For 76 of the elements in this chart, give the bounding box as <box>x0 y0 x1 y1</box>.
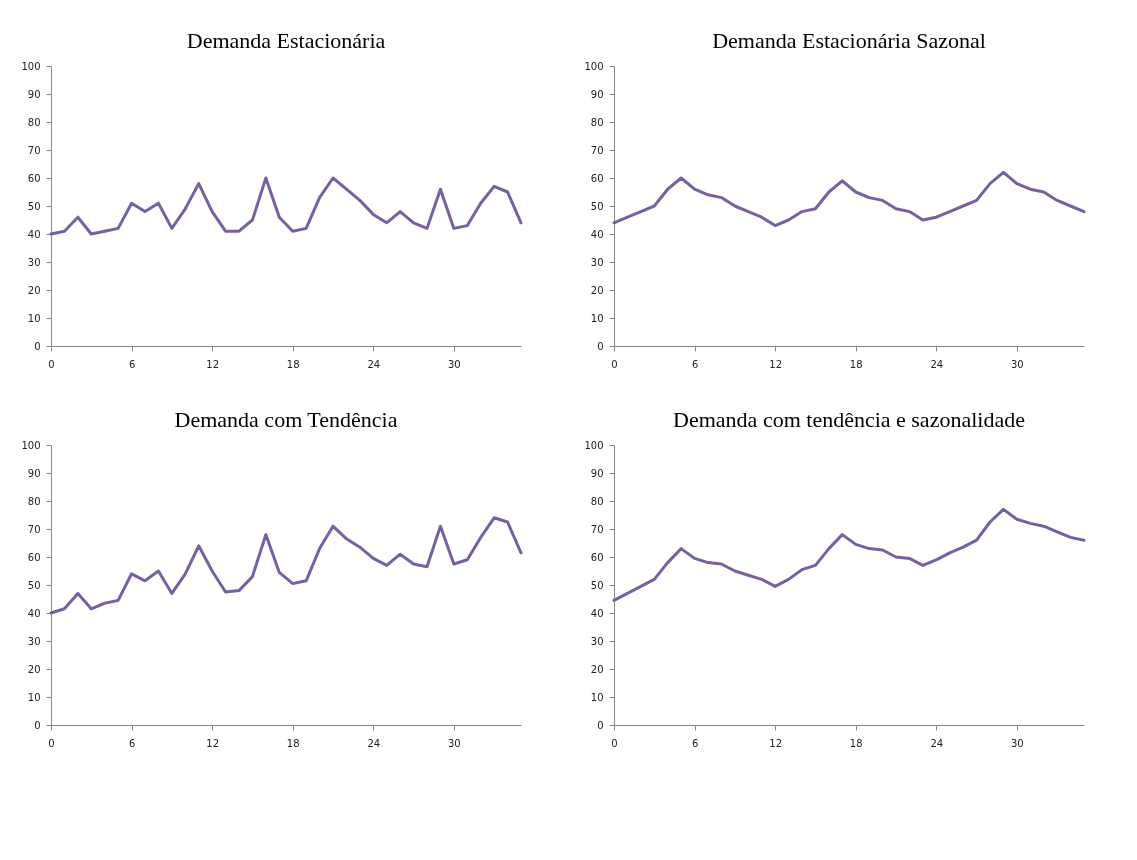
y-tick-label: 30 <box>27 256 41 268</box>
y-tick-label: 80 <box>590 116 604 128</box>
y-tick-label: 50 <box>590 579 604 591</box>
line-series <box>49 176 523 236</box>
x-tick-label: 30 <box>1010 737 1024 749</box>
x-tick-label: 12 <box>769 737 783 749</box>
y-tick-label: 70 <box>27 523 41 535</box>
y-tick-label: 40 <box>590 228 604 240</box>
y-tick-label: 100 <box>21 439 41 451</box>
y-tick-label: 80 <box>27 116 41 128</box>
y-tick-label: 10 <box>27 691 41 703</box>
y-tick-label: 20 <box>590 284 604 296</box>
x-tick-label: 24 <box>930 737 944 749</box>
y-tick-label: 20 <box>590 663 604 675</box>
x-tick-label: 24 <box>367 358 381 370</box>
y-tick-label: 40 <box>590 607 604 619</box>
y-tick-label: 80 <box>590 495 604 507</box>
y-tick-label: 100 <box>584 439 604 451</box>
x-tick-label: 0 <box>611 358 618 370</box>
y-tick-label: 70 <box>590 523 604 535</box>
y-tick-label: 90 <box>27 88 41 100</box>
x-tick-label: 6 <box>691 737 699 749</box>
x-tick-label: 12 <box>206 737 220 749</box>
y-tick-label: 50 <box>27 579 41 591</box>
y-tick-label: 40 <box>27 607 41 619</box>
y-tick-label: 0 <box>34 719 41 731</box>
x-tick-label: 18 <box>849 737 863 749</box>
y-tick-label: 10 <box>590 691 604 703</box>
y-tick-label: 20 <box>27 663 41 675</box>
y-tick-label: 30 <box>27 635 41 647</box>
y-tick-label: 70 <box>590 144 604 156</box>
y-tick-label: 10 <box>590 312 604 324</box>
y-tick-label: 50 <box>590 200 604 212</box>
chart-title: Demanda com Tendência <box>174 407 398 432</box>
x-tick-label: 6 <box>128 737 136 749</box>
y-tick-label: 100 <box>584 60 604 72</box>
chart-title: Demanda Estacionária Sazonal <box>712 28 986 53</box>
y-tick-label: 20 <box>27 284 41 296</box>
x-tick-label: 24 <box>930 358 944 370</box>
y-tick-label: 0 <box>597 340 604 352</box>
x-tick-label: 30 <box>447 358 461 370</box>
y-tick-label: 0 <box>34 340 41 352</box>
y-tick-label: 90 <box>590 467 604 479</box>
y-tick-label: 30 <box>590 256 604 268</box>
x-tick-label: 30 <box>1010 358 1024 370</box>
y-tick-label: 90 <box>27 467 41 479</box>
y-tick-label: 80 <box>27 495 41 507</box>
x-tick-label: 0 <box>48 737 55 749</box>
x-tick-label: 0 <box>611 737 618 749</box>
x-tick-label: 18 <box>849 358 863 370</box>
chart-title: Demanda com tendência e sazonalidade <box>673 407 1025 432</box>
y-tick-label: 60 <box>27 551 41 563</box>
x-tick-label: 0 <box>48 358 55 370</box>
x-tick-label: 24 <box>367 737 381 749</box>
y-tick-label: 0 <box>597 719 604 731</box>
y-tick-label: 10 <box>27 312 41 324</box>
line-series <box>612 170 1086 228</box>
y-tick-label: 70 <box>27 144 41 156</box>
y-tick-label: 60 <box>590 172 604 184</box>
chart-title: Demanda Estacionária <box>186 28 386 53</box>
y-tick-label: 90 <box>590 88 604 100</box>
x-tick-label: 30 <box>447 737 461 749</box>
y-tick-label: 40 <box>27 228 41 240</box>
line-series <box>612 507 1086 602</box>
line-series <box>49 516 523 615</box>
y-tick-label: 100 <box>21 60 41 72</box>
y-tick-label: 30 <box>590 635 604 647</box>
x-tick-label: 6 <box>128 358 136 370</box>
x-tick-label: 12 <box>206 358 220 370</box>
x-tick-label: 6 <box>691 358 699 370</box>
x-tick-label: 18 <box>286 358 300 370</box>
y-tick-label: 60 <box>27 172 41 184</box>
x-tick-label: 12 <box>769 358 783 370</box>
x-tick-label: 18 <box>286 737 300 749</box>
y-tick-label: 50 <box>27 200 41 212</box>
y-tick-label: 60 <box>590 551 604 563</box>
